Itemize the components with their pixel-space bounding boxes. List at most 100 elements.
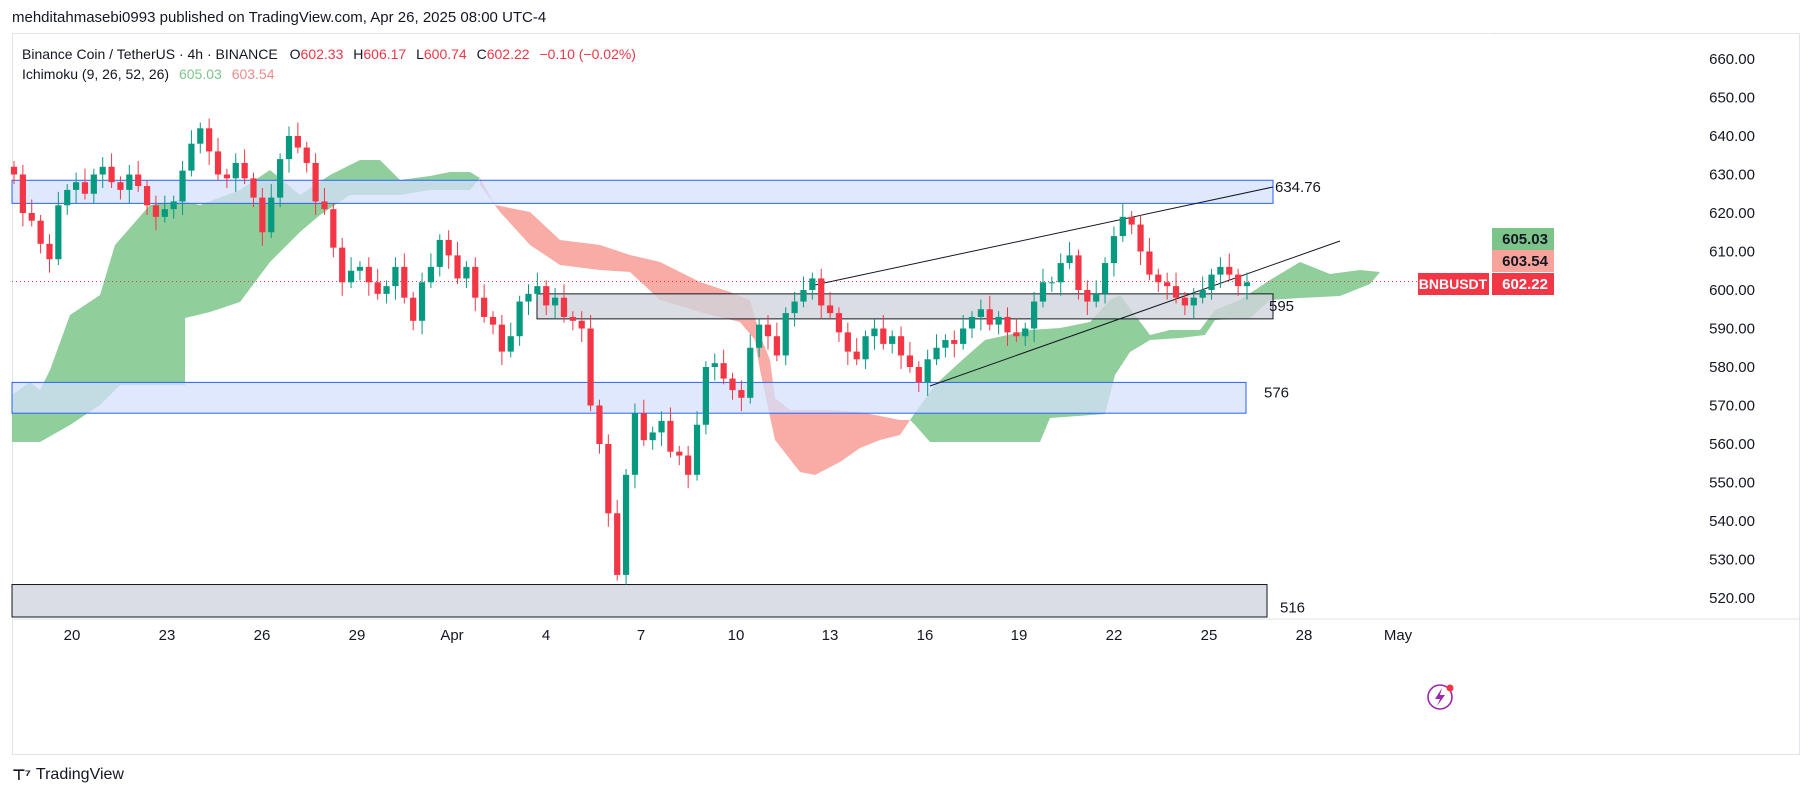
price-badges: 605.03 603.54 602.22 BNBUSDT xyxy=(1418,228,1554,295)
candle-body xyxy=(427,266,435,283)
candle-body xyxy=(339,247,346,283)
candle-body xyxy=(640,413,647,441)
candle-body xyxy=(330,209,337,248)
support-zone-label: 576 xyxy=(1264,384,1289,401)
candle-body xyxy=(826,305,834,314)
x-tick-label: 19 xyxy=(1011,627,1028,644)
candle-body xyxy=(587,328,594,406)
candle-body xyxy=(924,359,931,383)
candle-body xyxy=(259,197,266,233)
candle-body xyxy=(818,278,825,306)
candle-body xyxy=(223,174,230,179)
candle-body xyxy=(1243,282,1251,287)
candle-body xyxy=(685,455,692,475)
mid-zone-label: 595 xyxy=(1269,298,1294,315)
candle-body xyxy=(525,293,532,302)
cloud-bear-middle xyxy=(480,178,910,475)
candle-body xyxy=(117,182,124,190)
candle-body xyxy=(188,143,195,171)
candle-body xyxy=(711,363,718,367)
candle-body xyxy=(1057,263,1064,283)
candle-body xyxy=(995,316,1002,325)
lower-trendline xyxy=(929,240,1341,387)
y-tick-label: 620.00 xyxy=(1709,205,1755,222)
x-tick-label: 7 xyxy=(637,627,645,644)
chart-legend: Binance Coin / TetherUS · 4h · BINANCE O… xyxy=(22,44,636,84)
candle-body xyxy=(347,270,355,283)
candle-body xyxy=(720,363,727,379)
candle-body xyxy=(702,367,710,425)
x-tick-label: 4 xyxy=(542,627,550,644)
y-tick-label: 570.00 xyxy=(1709,398,1755,415)
candle-body xyxy=(835,313,843,333)
candle-body xyxy=(942,340,949,348)
candle-body xyxy=(738,390,745,398)
candle-body xyxy=(516,301,523,337)
candle-body xyxy=(880,328,887,344)
candle-body xyxy=(250,178,257,198)
indicator-name[interactable]: Ichimoku (9, 26, 52, 26) xyxy=(22,66,170,82)
candle-body xyxy=(578,320,585,329)
y-tick-label: 580.00 xyxy=(1709,359,1755,376)
high-label: H xyxy=(353,46,364,62)
candle-body xyxy=(241,162,248,179)
x-tick-label: 28 xyxy=(1296,627,1313,644)
tradingview-logo-icon[interactable]: ⊤⁷ xyxy=(12,767,31,784)
candle-body xyxy=(161,209,168,217)
candle-body xyxy=(1119,216,1126,237)
close-value: 602.22 xyxy=(486,46,530,62)
y-tick-label: 590.00 xyxy=(1709,321,1755,338)
symbol-badge-label: BNBUSDT xyxy=(1419,276,1488,292)
upper-trendline-label: 634.76 xyxy=(1275,179,1321,196)
y-tick-label: 640.00 xyxy=(1709,128,1755,145)
candle-body xyxy=(1226,266,1233,275)
candle-body xyxy=(1039,282,1047,302)
legend-ohlc-row: Binance Coin / TetherUS · 4h · BINANCE O… xyxy=(22,44,636,64)
candle-body xyxy=(1004,316,1011,333)
candle-body xyxy=(170,201,177,210)
candle-body xyxy=(729,378,736,391)
candle-body xyxy=(489,316,497,325)
x-tick-label: 25 xyxy=(1201,627,1218,644)
x-tick-label: 23 xyxy=(159,627,176,644)
candle-body xyxy=(1181,297,1189,306)
candle-body xyxy=(906,355,914,367)
close-label: C xyxy=(476,46,487,62)
candle-body xyxy=(463,266,470,279)
x-tick-label: 29 xyxy=(349,627,366,644)
candle-body xyxy=(143,186,151,206)
alert-icon[interactable] xyxy=(1427,684,1454,710)
candle-body xyxy=(676,451,683,456)
y-tick-label: 540.00 xyxy=(1709,513,1755,530)
symbol-title[interactable]: Binance Coin / TetherUS · 4h · BINANCE xyxy=(22,46,278,62)
open-value: 602.33 xyxy=(300,46,344,62)
time-axis: 20 23 26 29 Apr 4 7 10 13 16 19 22 25 28 May xyxy=(64,627,1413,644)
candle-body xyxy=(81,182,89,194)
candle-body xyxy=(356,266,364,271)
zone-labels: 595 576 516 634.76 xyxy=(1264,179,1321,617)
candle-body xyxy=(277,159,284,198)
candle-body xyxy=(294,136,301,148)
candle-body xyxy=(10,166,18,175)
candle-body xyxy=(782,313,789,356)
candle-body xyxy=(933,347,940,360)
x-tick-label: 26 xyxy=(254,627,271,644)
price-badge xyxy=(1492,250,1554,272)
candle-body xyxy=(800,290,807,302)
candle-body xyxy=(55,205,62,260)
candle-body xyxy=(232,162,239,179)
candle-body xyxy=(1164,282,1171,287)
candle-body xyxy=(285,136,293,160)
change-value: −0.10 (−0.02%) xyxy=(539,46,636,62)
candle-body xyxy=(1084,290,1091,302)
candle-body xyxy=(1048,282,1055,284)
candle-body xyxy=(649,432,656,441)
candle-body xyxy=(135,174,142,187)
candle-body xyxy=(862,336,869,360)
candle-body xyxy=(747,347,754,398)
footer-brand[interactable]: TradingView xyxy=(35,766,124,783)
candle-body xyxy=(658,420,665,433)
x-tick-label: 22 xyxy=(1106,627,1123,644)
candle-body xyxy=(1137,224,1144,252)
